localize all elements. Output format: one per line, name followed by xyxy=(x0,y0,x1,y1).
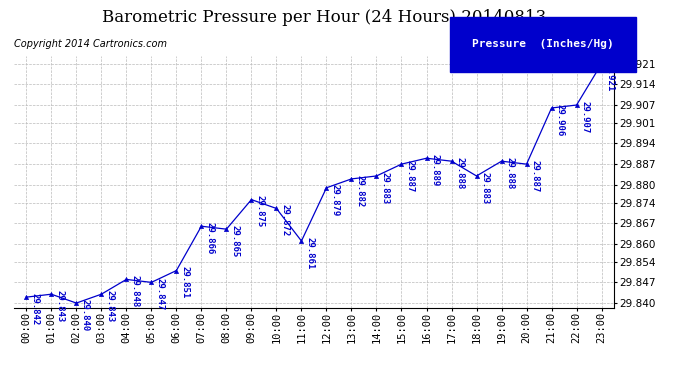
Text: 29.883: 29.883 xyxy=(481,172,490,204)
Text: 29.848: 29.848 xyxy=(130,275,139,308)
Text: 29.842: 29.842 xyxy=(30,293,39,325)
Text: 29.882: 29.882 xyxy=(355,175,364,207)
Text: 29.921: 29.921 xyxy=(606,60,615,92)
Text: 29.847: 29.847 xyxy=(155,278,164,310)
Text: 29.843: 29.843 xyxy=(106,290,115,322)
Text: 29.866: 29.866 xyxy=(206,222,215,254)
Text: Barometric Pressure per Hour (24 Hours) 20140813: Barometric Pressure per Hour (24 Hours) … xyxy=(102,9,546,26)
Text: 29.879: 29.879 xyxy=(331,184,339,216)
Text: 29.907: 29.907 xyxy=(581,101,590,133)
Text: 29.843: 29.843 xyxy=(55,290,64,322)
Text: Copyright 2014 Cartronics.com: Copyright 2014 Cartronics.com xyxy=(14,39,167,50)
Text: 29.872: 29.872 xyxy=(281,204,290,237)
Text: 29.889: 29.889 xyxy=(431,154,440,186)
Text: 29.840: 29.840 xyxy=(81,299,90,331)
Text: 29.888: 29.888 xyxy=(506,157,515,189)
Text: 29.888: 29.888 xyxy=(455,157,464,189)
Text: 29.851: 29.851 xyxy=(181,266,190,298)
Text: 29.887: 29.887 xyxy=(406,160,415,192)
Text: 29.875: 29.875 xyxy=(255,195,264,228)
Text: 29.887: 29.887 xyxy=(531,160,540,192)
Text: 29.865: 29.865 xyxy=(230,225,239,257)
Text: 29.906: 29.906 xyxy=(555,104,564,136)
Text: 29.883: 29.883 xyxy=(381,172,390,204)
Text: 29.861: 29.861 xyxy=(306,237,315,269)
Text: Pressure  (Inches/Hg): Pressure (Inches/Hg) xyxy=(473,39,614,50)
